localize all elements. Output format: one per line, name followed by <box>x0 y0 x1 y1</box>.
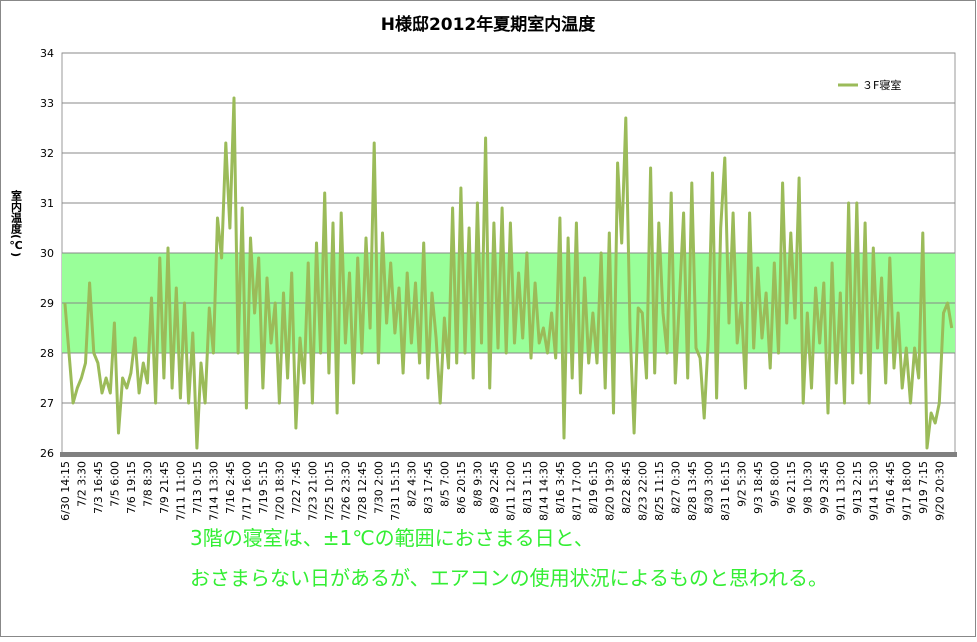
annotation: おさまらない日があるが、エアコンの使用状況によるものと思われる。 <box>190 566 828 590</box>
x-tick-label: 9/3 18:45 <box>752 461 765 514</box>
x-tick-label: 9/5 8:00 <box>768 461 781 507</box>
x-axis <box>60 452 957 457</box>
x-tick-label: 7/6 19:15 <box>125 461 138 514</box>
x-tick-label: 8/25 11:15 <box>653 461 666 521</box>
x-tick-label: 7/2 3:30 <box>75 461 88 507</box>
x-tick-label: 8/3 17:45 <box>422 461 435 514</box>
x-tick-label: 7/8 8:30 <box>141 461 154 507</box>
x-tick-label: 7/17 16:00 <box>240 461 253 521</box>
x-tick-label: 7/23 21:00 <box>306 461 319 521</box>
x-tick-label: 7/5 6:00 <box>108 461 121 507</box>
x-tick-label: 7/14 13:30 <box>207 461 220 521</box>
x-tick-label: 8/8 9:30 <box>471 461 484 507</box>
y-tick-label: 27 <box>40 397 54 410</box>
x-tick-label: 9/20 20:30 <box>933 461 946 521</box>
x-tick-label: 8/13 1:15 <box>521 461 534 514</box>
x-tick-label: 9/6 21:15 <box>785 461 798 514</box>
x-tick-label: 9/17 18:00 <box>900 461 913 521</box>
y-axis-label: 室内温度(℃) <box>9 189 22 257</box>
x-tick-label: 7/30 2:00 <box>372 461 385 514</box>
x-tick-label: 7/22 7:45 <box>290 461 303 514</box>
x-tick-label: 9/8 10:30 <box>801 461 814 514</box>
x-tick-label: 9/16 4:45 <box>884 461 897 514</box>
x-tick-label: 8/22 8:45 <box>620 461 633 514</box>
legend-label: ３F寝室 <box>862 78 901 92</box>
x-tick-label: 8/31 16:15 <box>719 461 732 521</box>
x-tick-label: 8/6 20:15 <box>455 461 468 514</box>
x-tick-label: 8/14 14:30 <box>537 461 550 521</box>
y-tick-label: 29 <box>40 297 54 310</box>
x-tick-label: 8/9 22:45 <box>488 461 501 514</box>
y-tick-label: 32 <box>40 147 54 160</box>
x-tick-label: 7/20 18:30 <box>273 461 286 521</box>
x-tick-label: 8/28 13:45 <box>686 461 699 521</box>
x-tick-label: 8/5 7:00 <box>438 461 451 507</box>
x-tick-label: 8/19 6:15 <box>587 461 600 514</box>
x-tick-label: 9/2 5:30 <box>735 461 748 507</box>
x-tick-label: 7/31 15:15 <box>389 461 402 521</box>
y-tick-label: 34 <box>40 47 54 60</box>
x-tick-label: 7/25 10:15 <box>323 461 336 521</box>
x-tick-label: 7/16 2:45 <box>224 461 237 514</box>
x-tick-label: 8/11 12:00 <box>504 461 517 521</box>
y-tick-label: 26 <box>40 447 54 460</box>
x-tick-label: 9/14 15:30 <box>867 461 880 521</box>
x-tick-label: 9/11 13:00 <box>834 461 847 521</box>
x-tick-label: 8/30 3:00 <box>702 461 715 514</box>
x-tick-label: 8/17 17:00 <box>570 461 583 521</box>
annotation: 3階の寝室は、±1℃の範囲におさまる日と、 <box>190 526 594 550</box>
x-tick-label: 7/28 12:45 <box>356 461 369 521</box>
x-tick-label: 8/20 19:30 <box>603 461 616 521</box>
x-tick-label: 8/2 4:30 <box>405 461 418 507</box>
y-tick-label: 31 <box>40 197 54 210</box>
x-tick-label: 7/9 21:45 <box>158 461 171 514</box>
x-tick-label: 7/3 16:45 <box>92 461 105 514</box>
x-tick-label: 9/9 23:45 <box>818 461 831 514</box>
x-tick-label: 8/27 0:30 <box>669 461 682 514</box>
x-tick-label: 7/26 23:30 <box>339 461 352 521</box>
x-tick-label: 9/13 2:15 <box>851 461 864 514</box>
x-tick-label: 8/23 22:00 <box>636 461 649 521</box>
x-tick-label: 8/16 3:45 <box>554 461 567 514</box>
y-tick-label: 33 <box>40 97 54 110</box>
y-tick-label: 28 <box>40 347 54 360</box>
series-line <box>63 96 954 450</box>
x-tick-label: 7/19 5:15 <box>257 461 270 514</box>
x-tick-label: 9/19 7:15 <box>917 461 930 514</box>
x-tick-label: 6/30 14:15 <box>59 461 72 521</box>
x-tick-label: 7/11 11:00 <box>174 461 187 521</box>
y-tick-label: 30 <box>40 247 54 260</box>
x-tick-label: 7/13 0:15 <box>191 461 204 514</box>
chart-title: H様邸2012年夏期室内温度 <box>381 14 597 35</box>
